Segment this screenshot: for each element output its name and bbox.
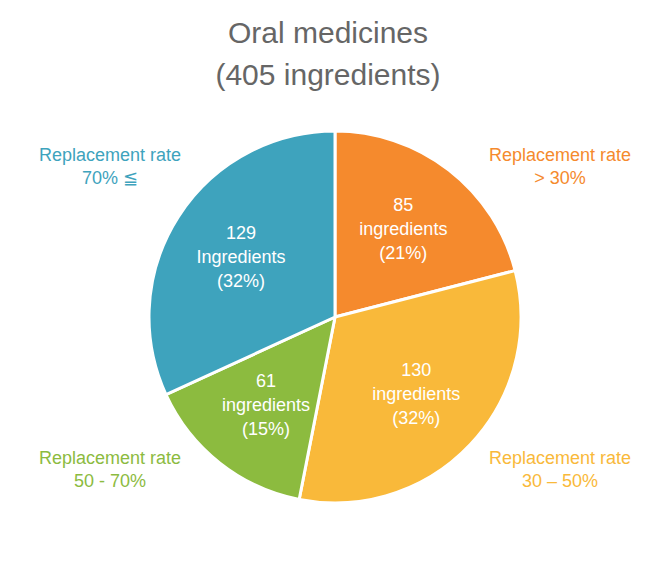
svg-text:> 30%: > 30% [534,168,586,188]
svg-text:Replacement rate: Replacement rate [489,448,631,468]
svg-text:85: 85 [393,195,413,215]
svg-text:30 – 50%: 30 – 50% [522,471,598,491]
svg-text:ingredients: ingredients [372,384,460,404]
svg-text:ingredients: ingredients [359,219,447,239]
html-text:(405 ingredients): (405 ingredients) [215,58,441,91]
svg-text:(21%): (21%) [379,243,427,263]
svg-text:50 - 70%: 50 - 70% [74,471,146,491]
svg-text:130: 130 [401,360,431,380]
svg-text:(32%): (32%) [392,408,440,428]
html-text:Oral medicines: Oral medicines [228,16,428,49]
svg-text:Ingredients: Ingredients [197,247,286,267]
svg-text:(15%): (15%) [242,419,290,439]
svg-text:70% ≦: 70% ≦ [82,168,138,188]
svg-text:Replacement rate: Replacement rate [39,448,181,468]
svg-text:61: 61 [256,371,276,391]
svg-text:ingredients: ingredients [222,395,310,415]
svg-text:129: 129 [226,223,256,243]
svg-text:Replacement rate: Replacement rate [39,145,181,165]
svg-text:(32%): (32%) [217,271,265,291]
svg-text:Replacement rate: Replacement rate [489,145,631,165]
